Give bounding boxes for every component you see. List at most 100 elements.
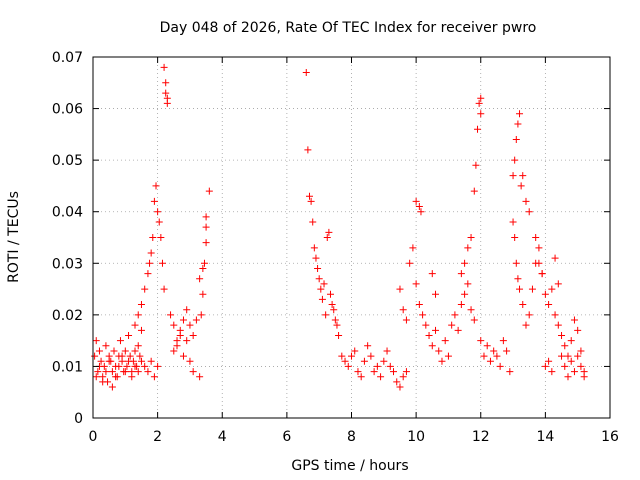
data-point — [467, 234, 475, 241]
y-axis-ticks: 0 0.01 0.02 0.03 0.04 0.05 0.06 0.07 — [52, 50, 610, 427]
data-point — [205, 187, 213, 195]
data-point — [134, 342, 142, 350]
data-point — [309, 218, 317, 226]
x-tick-label: 8 — [347, 429, 356, 445]
data-point — [102, 368, 110, 376]
data-point — [558, 352, 566, 360]
data-point — [118, 352, 126, 360]
data-point — [189, 331, 197, 339]
data-point — [514, 275, 522, 283]
data-point — [514, 120, 522, 128]
data-point — [577, 347, 585, 355]
data-point — [535, 244, 543, 252]
data-point — [441, 337, 449, 345]
data-point — [192, 316, 200, 324]
data-point — [125, 331, 133, 339]
data-point — [360, 357, 368, 365]
data-point — [154, 208, 162, 216]
x-tick-label: 10 — [407, 429, 425, 445]
data-point — [94, 368, 102, 376]
data-point — [186, 321, 194, 329]
data-point — [200, 259, 208, 267]
data-point — [519, 172, 527, 180]
data-point — [561, 342, 569, 350]
data-point — [141, 285, 149, 293]
data-point — [315, 275, 323, 283]
data-point — [189, 368, 197, 376]
data-point — [116, 337, 124, 345]
data-point — [307, 197, 315, 205]
data-point — [541, 290, 549, 298]
data-point — [149, 234, 157, 241]
data-point — [393, 378, 401, 386]
data-point — [128, 373, 136, 381]
data-point — [97, 357, 105, 365]
data-point — [199, 264, 207, 272]
data-point — [134, 368, 142, 376]
data-point — [474, 125, 482, 133]
data-point — [396, 285, 404, 293]
data-point — [475, 99, 483, 107]
data-point — [472, 161, 480, 169]
data-point — [451, 311, 459, 319]
y-tick-label: 0.06 — [52, 102, 83, 118]
data-point — [525, 311, 533, 319]
data-point — [432, 326, 440, 334]
data-point — [150, 197, 158, 205]
data-point — [564, 352, 572, 360]
data-point — [512, 136, 520, 144]
data-point — [144, 368, 152, 376]
data-point — [335, 331, 343, 339]
data-point — [325, 228, 333, 236]
data-point — [428, 270, 436, 278]
data-point — [330, 306, 338, 314]
data-point — [91, 352, 99, 360]
x-tick-label: 2 — [153, 429, 162, 445]
data-point — [399, 306, 407, 314]
data-point — [95, 347, 103, 355]
data-point — [415, 203, 423, 211]
data-point — [516, 285, 524, 293]
data-point — [317, 285, 325, 293]
data-point — [338, 352, 346, 360]
data-point — [370, 368, 378, 376]
data-point — [574, 326, 582, 334]
data-point — [383, 347, 391, 355]
data-point — [461, 259, 469, 267]
data-point — [470, 187, 478, 195]
data-point — [419, 311, 427, 319]
data-point — [302, 68, 310, 76]
data-point — [477, 94, 485, 102]
data-point — [154, 362, 162, 370]
chart-title: Day 048 of 2026, Rate Of TEC Index for r… — [160, 20, 537, 36]
data-point — [146, 259, 154, 267]
data-point — [516, 110, 524, 118]
data-point — [134, 311, 142, 319]
data-point — [183, 306, 191, 314]
data-point — [511, 234, 519, 241]
data-point — [173, 342, 181, 350]
data-point — [428, 342, 436, 350]
data-point — [567, 337, 575, 345]
y-tick-label: 0.01 — [52, 359, 83, 375]
data-point — [444, 352, 452, 360]
data-point — [386, 362, 394, 370]
data-point — [548, 368, 556, 376]
data-point — [121, 347, 129, 355]
y-tick-label: 0.02 — [52, 308, 83, 324]
data-point — [158, 259, 166, 267]
data-point — [121, 368, 129, 376]
data-point — [202, 213, 210, 221]
x-tick-label: 6 — [282, 429, 291, 445]
data-point — [364, 342, 372, 350]
data-point — [457, 301, 465, 309]
data-point — [312, 254, 320, 262]
data-point — [92, 337, 100, 345]
data-point — [448, 321, 456, 329]
data-point — [351, 347, 359, 355]
data-point — [467, 306, 475, 314]
data-point — [155, 218, 163, 226]
data-point — [415, 301, 423, 309]
data-point — [162, 89, 170, 97]
data-point — [131, 362, 139, 370]
